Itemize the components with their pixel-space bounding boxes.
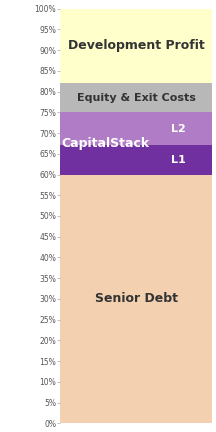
Bar: [60, 146, 212, 175]
Text: Senior Debt: Senior Debt: [95, 292, 178, 305]
Bar: [60, 9, 212, 83]
Text: Development Profit: Development Profit: [68, 39, 205, 52]
Bar: [60, 175, 212, 423]
Text: CapitalStack: CapitalStack: [62, 137, 150, 150]
Text: Equity & Exit Costs: Equity & Exit Costs: [77, 93, 195, 103]
Bar: [60, 83, 212, 112]
Bar: [60, 112, 212, 146]
Text: L1: L1: [171, 155, 186, 165]
Text: L2: L2: [171, 124, 186, 134]
